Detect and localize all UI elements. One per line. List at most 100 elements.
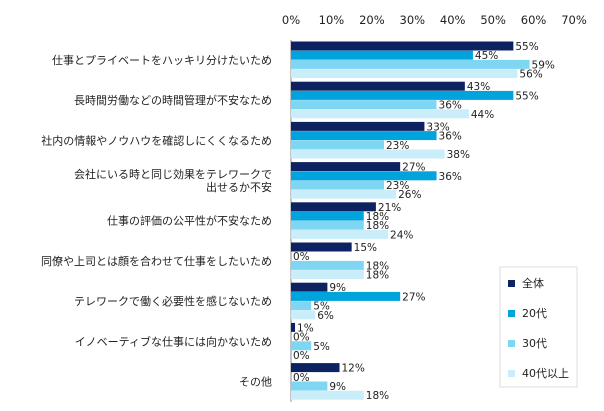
data-label: 59% (532, 59, 555, 71)
data-label: 36% (439, 100, 462, 112)
category-label: 仕事の評価の公平性が不安なため (107, 214, 272, 228)
bar (291, 291, 401, 301)
data-label: 5% (313, 341, 330, 353)
bar (291, 41, 514, 51)
bar (291, 341, 312, 351)
data-label: 0% (293, 251, 310, 263)
bar (291, 50, 473, 60)
category-label: その他 (239, 376, 272, 389)
category-label: 出せるか不安 (206, 180, 272, 194)
data-label: 18% (366, 260, 389, 272)
bar (291, 69, 518, 79)
category-label: 長時間労働などの時間管理が不安なため (74, 93, 272, 107)
category-label: テレワークで働く必要性を感じないため (74, 294, 272, 308)
bar (291, 131, 437, 141)
data-label: 23% (386, 180, 409, 192)
x-tick-label: 10% (319, 13, 345, 27)
bar (291, 81, 465, 91)
data-label: 36% (439, 131, 462, 143)
data-labels: 55%45%59%56%43%55%36%44%33%36%23%38%27%3… (293, 41, 555, 402)
data-label: 45% (475, 50, 498, 62)
data-label: 23% (386, 140, 409, 152)
data-label: 18% (366, 270, 389, 282)
data-label: 1% (297, 322, 314, 334)
bar (291, 90, 514, 100)
bar (291, 121, 425, 131)
data-label: 26% (398, 189, 421, 201)
legend-swatch (508, 280, 515, 287)
legend-swatch (508, 310, 515, 317)
legend-swatch (508, 370, 515, 377)
legend-label: 20代 (522, 307, 547, 320)
bar (291, 282, 328, 292)
bar (291, 202, 376, 212)
legend: 全体 20代 30代 40代以上 (499, 266, 578, 388)
bar (291, 270, 364, 280)
category-label: イノベーティブな仕事には向かないため (75, 334, 272, 348)
data-label: 9% (329, 381, 346, 393)
x-tick-label: 30% (400, 13, 426, 27)
data-label: 44% (471, 109, 494, 121)
data-label: 36% (439, 171, 462, 183)
x-tick-label: 70% (561, 13, 587, 27)
bar (291, 260, 364, 270)
data-label: 55% (515, 41, 538, 53)
bar (291, 363, 340, 373)
bar (291, 211, 364, 221)
bar (291, 149, 445, 159)
data-label: 12% (342, 363, 365, 375)
bar (291, 242, 352, 252)
legend-label: 全体 (522, 276, 544, 290)
data-label: 18% (366, 211, 389, 223)
bar (291, 301, 312, 311)
bar (291, 100, 437, 110)
legend-label: 40代以上 (522, 367, 569, 380)
data-label: 55% (515, 90, 538, 102)
legend-label: 30代 (522, 337, 547, 350)
data-label: 0% (293, 350, 310, 362)
data-label: 0% (293, 372, 310, 384)
x-tick-label: 40% (440, 13, 466, 27)
category-labels: 仕事とプライベートをハッキリ分けたいため長時間労働などの時間管理が不安なため社内… (41, 54, 272, 389)
bar (291, 220, 364, 230)
bar (291, 180, 384, 190)
data-label: 24% (390, 229, 413, 241)
bar (291, 322, 296, 332)
bar (291, 59, 530, 69)
x-tick-label: 20% (359, 13, 385, 27)
x-tick-label: 60% (521, 13, 547, 27)
bar (291, 171, 437, 181)
x-tick-label: 50% (480, 13, 506, 27)
data-label: 27% (402, 291, 425, 303)
legend-swatch (508, 340, 515, 347)
data-label: 21% (378, 202, 401, 214)
data-label: 5% (313, 301, 330, 313)
bar-series (291, 41, 530, 400)
bar (291, 109, 469, 119)
category-label: 仕事とプライベートをハッキリ分けたいため (52, 54, 272, 67)
category-label: 会社にいる時と同じ効果をテレワークで (74, 167, 272, 181)
bar (291, 390, 364, 400)
data-label: 9% (329, 282, 346, 294)
bar (291, 189, 397, 199)
bar (291, 381, 328, 391)
data-label: 15% (354, 242, 377, 254)
data-label: 6% (317, 310, 334, 322)
data-label: 18% (366, 220, 389, 232)
bar (291, 229, 389, 239)
category-label: 社内の情報やノウハウを確認しにくくなるため (41, 133, 272, 147)
data-label: 43% (467, 81, 490, 93)
data-label: 56% (519, 69, 542, 81)
data-label: 38% (447, 149, 470, 161)
x-axis-ticks: 0% 10% 20% 30% 40% 50% 60% 70% (282, 13, 587, 27)
x-tick-label: 0% (282, 13, 300, 27)
bar (291, 310, 316, 320)
data-label: 27% (402, 162, 425, 174)
data-label: 33% (426, 121, 449, 133)
data-label: 0% (293, 332, 310, 344)
bar (291, 162, 401, 172)
bar (291, 140, 384, 150)
data-label: 18% (366, 390, 389, 402)
category-label: 同僚や上司とは顔を合わせて仕事をしたいため (41, 254, 272, 268)
